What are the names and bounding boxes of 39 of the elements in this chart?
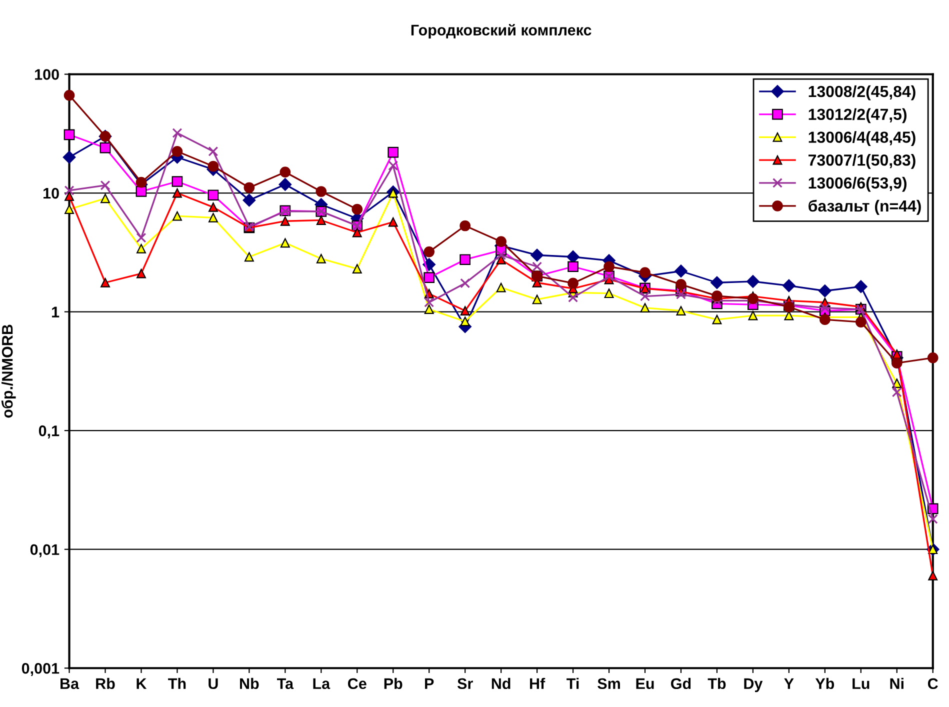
x-tick-label: Ti <box>566 678 579 689</box>
x-tick-label: C <box>928 678 938 690</box>
y-tick-label: 1 <box>52 306 60 318</box>
x-tick-label: Sm <box>598 678 620 690</box>
x-tick-label: Gd <box>671 678 691 690</box>
x-tick-label: Yb <box>815 678 834 690</box>
x-tick-label: Dy <box>744 678 763 692</box>
y-tick-label: 0,001 <box>22 662 60 676</box>
y-tick-label: 100 <box>35 69 59 80</box>
x-tick-label: Sr <box>457 678 473 690</box>
x-tick-label: Hf <box>530 678 546 689</box>
x-tick-label: Lu <box>852 678 870 690</box>
legend-label: 13006/4(48,45) <box>808 131 916 146</box>
x-tick-label: Nd <box>492 678 510 690</box>
x-tick-label: Eu <box>636 678 654 690</box>
legend-label: базальт (n=44) <box>808 200 921 215</box>
legend-label: 13012/2(47,5) <box>808 108 906 124</box>
legend-label: 73007/1(50,83) <box>808 154 916 169</box>
x-tick-label: Pb <box>384 678 402 690</box>
x-tick-label: U <box>208 678 218 690</box>
y-tick-label: 10 <box>44 188 59 199</box>
legend-label: 13006/6(53,9) <box>808 176 906 192</box>
x-tick-label: Ce <box>348 678 366 690</box>
x-tick-label: Rb <box>96 678 115 690</box>
x-tick-label: La <box>313 678 330 690</box>
legend-label: 13008/2(45,84) <box>808 85 916 100</box>
x-tick-label: Th <box>168 678 186 689</box>
chart-title: Городковский комплекс <box>411 24 592 39</box>
y-axis-title: обр./NMORB <box>1 324 16 418</box>
x-tick-label: P <box>425 678 434 689</box>
x-tick-label: Tb <box>708 678 726 690</box>
x-tick-label: Ba <box>60 678 80 690</box>
x-tick-label: Ni <box>890 678 904 689</box>
y-tick-label: 0,1 <box>38 425 60 438</box>
x-tick-label: K <box>136 678 147 689</box>
x-tick-label: Ta <box>276 678 294 690</box>
y-tick-label: 0,01 <box>30 544 60 558</box>
x-tick-label: Nb <box>240 678 259 690</box>
x-tick-label: Y <box>784 678 794 689</box>
